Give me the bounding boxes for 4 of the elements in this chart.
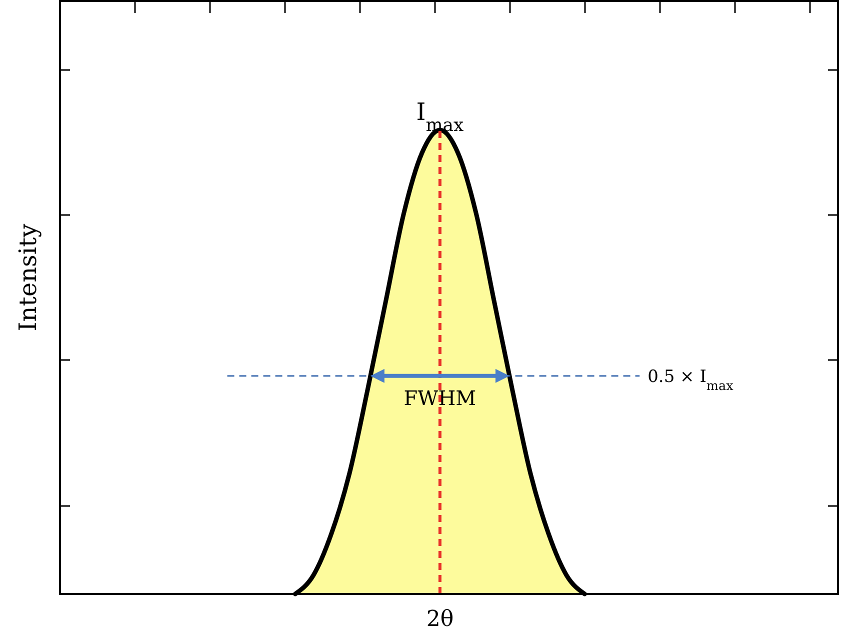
y-axis-title: Intensity	[14, 223, 42, 332]
ref-line-label: 0.5 × I$_{max}$	[648, 366, 734, 394]
annotation: FWHM	[404, 386, 476, 410]
x-axis-title: 2θ	[426, 607, 454, 632]
